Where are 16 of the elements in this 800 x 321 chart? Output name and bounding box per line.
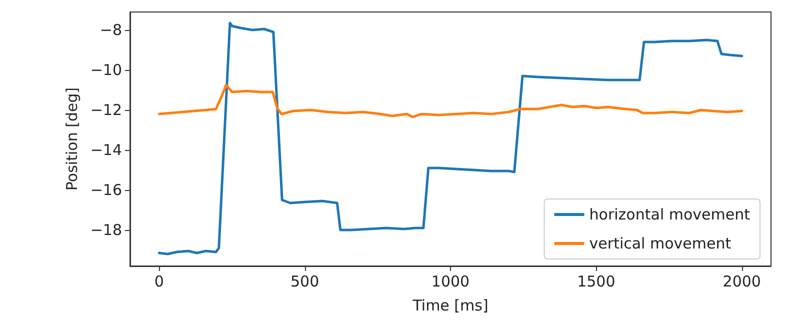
x-axis-title: Time [ms] — [412, 296, 488, 314]
x-tick-label: 1500 — [577, 272, 616, 290]
y-tick-label: −18 — [90, 221, 122, 239]
x-tick-label: 500 — [290, 272, 320, 290]
x-tick-label: 2000 — [722, 272, 761, 290]
y-tick-label: −12 — [90, 101, 122, 119]
y-tick-label: −10 — [90, 61, 122, 79]
line-series — [158, 84, 744, 118]
y-tick-label: −8 — [100, 21, 122, 39]
y-tick-label: −16 — [90, 181, 122, 199]
y-axis-title: Position [deg] — [62, 87, 81, 191]
x-tick-label: 0 — [154, 272, 164, 290]
y-tick-label: −14 — [90, 141, 122, 159]
legend-label: vertical movement — [589, 234, 732, 252]
legend-label: horizontal movement — [589, 206, 750, 224]
x-tick-label: 1000 — [431, 272, 470, 290]
